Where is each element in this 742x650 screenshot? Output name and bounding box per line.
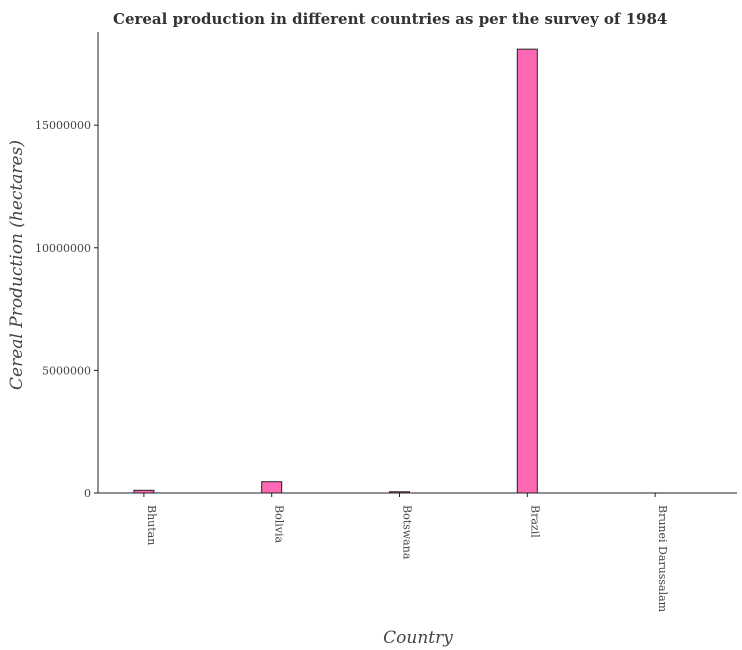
y-tick-label: 15000000 xyxy=(35,119,91,132)
y-tick-label: 5000000 xyxy=(42,364,91,377)
chart-title: Cereal production in different countries… xyxy=(113,10,667,28)
x-tick-label: Bolivia xyxy=(273,505,286,543)
bars xyxy=(133,48,666,494)
x-axis-ticks: Bhutan Bolivia Botswana Brazil Brunei Daruss… xyxy=(143,493,669,613)
bar-botswana xyxy=(389,491,410,494)
y-tick-label: 0 xyxy=(84,487,91,500)
x-tick-label: Botswana xyxy=(401,505,414,560)
x-tick-label: Brazil xyxy=(528,505,541,538)
bar-bhutan xyxy=(133,489,155,494)
y-axis-ticks: 0 5000000 10000000 15000000 xyxy=(35,119,98,500)
bar-brazil xyxy=(516,48,538,494)
x-tick-label: Brunei Darussalam xyxy=(656,505,669,613)
plot-area: 0 5000000 10000000 15000000 Bhutan Bolivia Bo… xyxy=(35,32,737,613)
x-tick-label: Bhutan xyxy=(145,505,158,545)
y-axis-label: Cereal Production (hectares) xyxy=(7,140,27,390)
x-axis-label: Country xyxy=(383,628,453,648)
bar-bolivia xyxy=(261,481,283,494)
y-tick-label: 10000000 xyxy=(35,242,91,255)
